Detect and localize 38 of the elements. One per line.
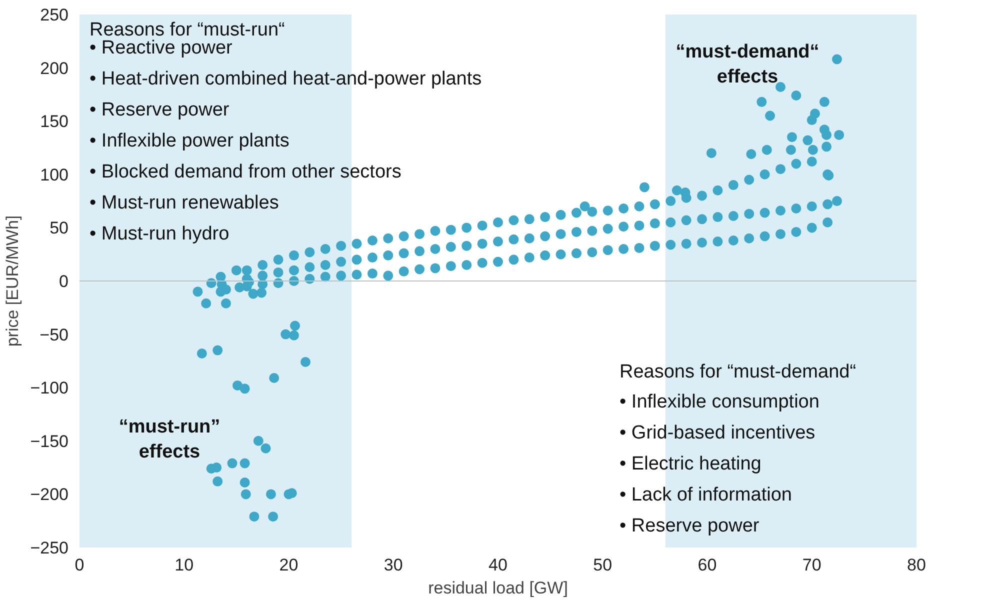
- annotation: • Reactive power: [90, 38, 234, 58]
- annotation: Reasons for “must-run“: [90, 20, 285, 40]
- annotation: • Grid-based incentives: [620, 422, 816, 444]
- y-tick-label: 200: [40, 58, 69, 78]
- x-tick-label: 0: [74, 556, 84, 574]
- annotation: • Electric heating: [620, 454, 762, 474]
- x-tick-label: 40: [488, 556, 508, 574]
- y-axis-title: price [EUR/MWh]: [3, 215, 22, 347]
- x-tick-label: 80: [907, 556, 926, 574]
- y-tick-label: 250: [40, 6, 69, 24]
- x-tick-label: 50: [593, 556, 612, 574]
- y-tick-label: 100: [40, 165, 69, 184]
- x-tick-label: 10: [174, 556, 194, 574]
- x-tick-label: 70: [802, 556, 822, 574]
- annotation: • Blocked demand from other sectors: [90, 162, 402, 182]
- annotation: “must-run” effects: [118, 416, 220, 463]
- annotation: • Inflexible power plants: [90, 130, 290, 152]
- annotation: • Must-run renewables: [90, 192, 279, 214]
- annotation: • Reserve power: [90, 100, 230, 120]
- annotation: Reasons for “must-demand“: [620, 362, 856, 382]
- y-tick-label: −150: [30, 432, 69, 451]
- annotation: • Reserve power: [620, 516, 760, 536]
- x-tick-label: 20: [279, 556, 298, 574]
- x-axis-title: residual load [GW]: [428, 578, 568, 598]
- x-tick-label: 60: [698, 556, 717, 574]
- y-tick-label: −50: [40, 325, 69, 344]
- annotation: • Inflexible consumption: [620, 392, 820, 412]
- y-tick-label: 0: [59, 272, 69, 291]
- annotation: • Heat-driven combined heat-and-power plants: [90, 68, 482, 90]
- y-tick-label: −200: [30, 485, 69, 504]
- annotation: “must-demand“ effects: [676, 42, 820, 88]
- y-tick-label: −250: [30, 538, 69, 558]
- annotation: • Lack of information: [620, 484, 792, 506]
- y-tick-label: 50: [50, 218, 69, 238]
- y-tick-label: −100: [30, 378, 69, 398]
- x-tick-label: 30: [384, 556, 403, 574]
- y-tick-label: 150: [40, 112, 69, 132]
- annotation: • Must-run hydro: [90, 224, 230, 244]
